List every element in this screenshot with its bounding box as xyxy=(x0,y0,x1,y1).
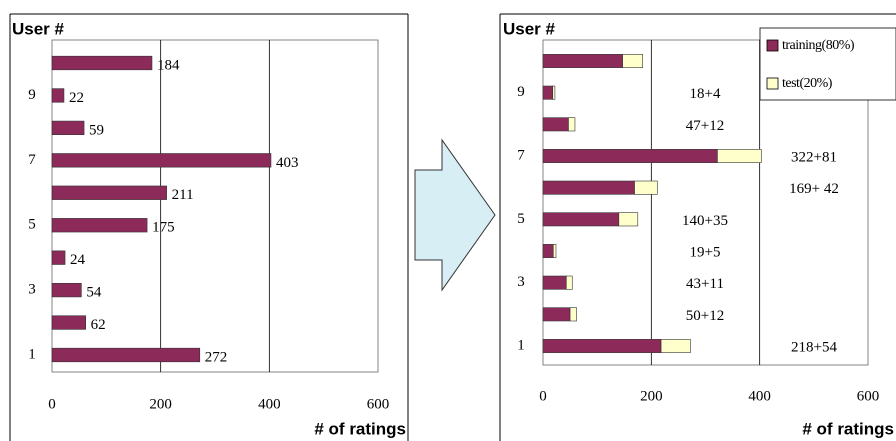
x-tick-label: 0 xyxy=(48,396,56,412)
y-tick-label: 7 xyxy=(517,147,525,163)
data-label: 18+4 xyxy=(690,86,721,102)
arrow xyxy=(414,138,496,292)
y-axis-title: User # xyxy=(12,19,65,38)
data-label: 322+81 xyxy=(791,149,837,165)
bar xyxy=(51,347,201,363)
bar-segment xyxy=(569,307,577,322)
y-tick-label: 5 xyxy=(28,217,36,233)
bar-segment xyxy=(542,54,623,68)
x-tick-label: 400 xyxy=(748,388,771,404)
y-tick-label: 9 xyxy=(28,87,36,103)
bar xyxy=(51,55,153,71)
data-label: 22 xyxy=(69,90,84,106)
data-label: 403 xyxy=(276,155,299,171)
bar-segment xyxy=(618,212,639,227)
bar-segment xyxy=(634,180,658,195)
bar xyxy=(51,120,85,136)
x-tick-label: 200 xyxy=(640,388,663,404)
data-label: 184 xyxy=(157,57,180,73)
y-tick-label: 5 xyxy=(517,211,525,227)
data-label: 211 xyxy=(172,187,194,203)
bar-segment xyxy=(717,149,762,163)
plot-area xyxy=(51,39,379,373)
data-label: 24 xyxy=(70,252,86,268)
legend-swatch xyxy=(766,77,779,90)
x-tick-label: 0 xyxy=(539,388,547,404)
data-label: 43+11 xyxy=(686,276,724,292)
y-tick-label: 1 xyxy=(28,346,36,362)
bar-segment xyxy=(542,244,554,258)
bar-segment xyxy=(568,117,576,132)
data-label: 175 xyxy=(152,220,175,236)
x-tick-label: 200 xyxy=(149,396,172,412)
bar xyxy=(51,250,66,265)
bar xyxy=(51,315,86,330)
y-tick-label: 9 xyxy=(517,84,525,100)
bar-segment xyxy=(542,149,718,163)
data-label: 50+12 xyxy=(686,308,724,324)
data-label: 19+5 xyxy=(690,244,721,260)
legend xyxy=(759,27,896,101)
legend-label: training(80%) xyxy=(782,38,855,53)
y-tick-label: 7 xyxy=(28,152,36,168)
bar xyxy=(51,185,167,200)
data-label: 54 xyxy=(86,285,102,301)
legend-swatch xyxy=(766,39,779,52)
bar xyxy=(51,282,82,298)
bar-segment xyxy=(542,180,635,195)
data-label: 169+ 42 xyxy=(789,181,839,197)
x-axis-title: # of ratings xyxy=(314,419,406,438)
bar-segment xyxy=(552,244,557,258)
plot-area xyxy=(542,39,869,366)
bar-segment xyxy=(542,339,662,353)
y-tick-label: 3 xyxy=(28,282,36,298)
bar-segment xyxy=(542,85,554,100)
x-tick-label: 600 xyxy=(857,388,880,404)
data-label: 62 xyxy=(91,317,106,333)
data-label: 272 xyxy=(205,349,228,365)
data-label: 59 xyxy=(89,122,104,138)
bar-segment xyxy=(542,275,567,290)
bar xyxy=(51,218,148,233)
bar-segment xyxy=(565,275,573,290)
x-tick-label: 400 xyxy=(258,396,281,412)
data-label: 47+12 xyxy=(686,118,724,134)
x-axis-title: # of ratings xyxy=(802,419,894,438)
bar xyxy=(51,153,272,168)
bar-segment xyxy=(542,307,571,322)
y-tick-label: 1 xyxy=(517,337,525,353)
data-label: 218+54 xyxy=(791,339,837,355)
bar-segment xyxy=(622,54,643,68)
x-tick-label: 600 xyxy=(367,396,390,412)
y-axis-title: User # xyxy=(503,19,556,38)
bar-segment xyxy=(660,339,691,353)
bar-segment xyxy=(542,117,569,132)
bar-segment xyxy=(542,212,620,227)
legend-label: test(20%) xyxy=(782,76,833,91)
bar-segment xyxy=(552,85,556,100)
y-tick-label: 3 xyxy=(517,274,525,290)
data-label: 140+35 xyxy=(682,213,728,229)
bar xyxy=(51,88,65,103)
